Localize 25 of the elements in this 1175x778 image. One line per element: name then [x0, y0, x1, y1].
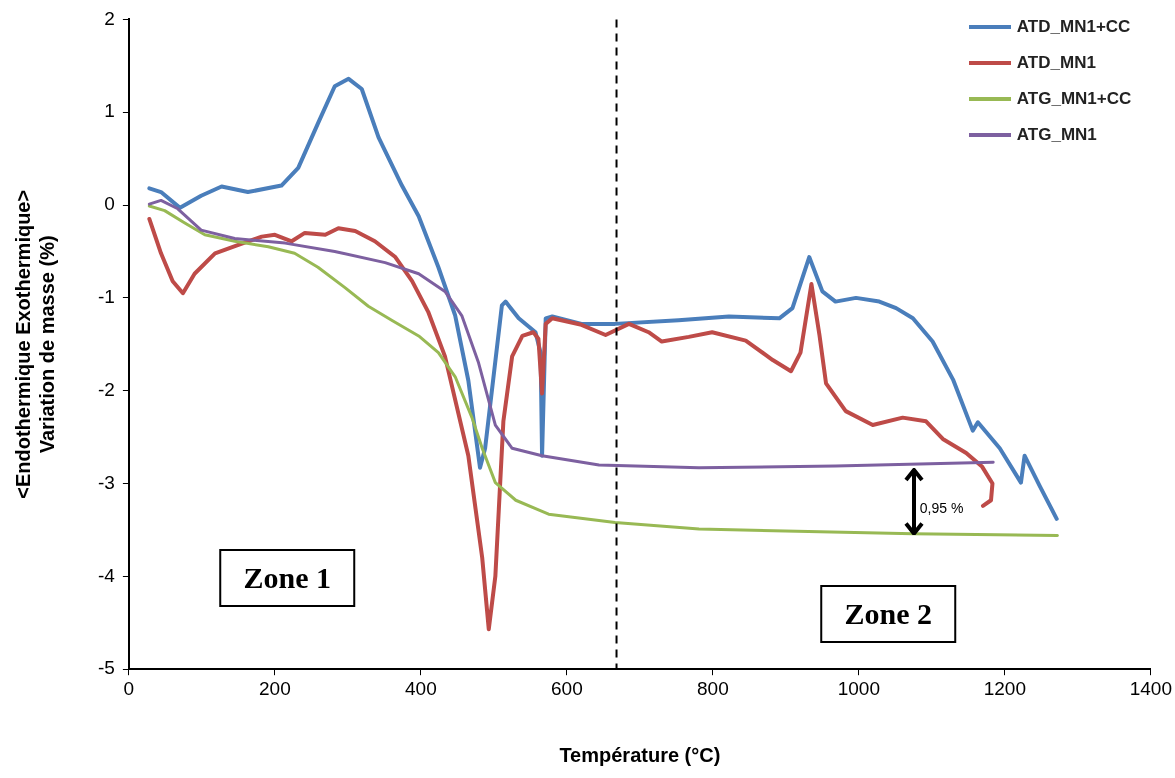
y-tick-label: -5 — [97, 657, 115, 679]
y-tick-label: 2 — [104, 7, 115, 29]
y-tick-label: -2 — [97, 378, 115, 400]
y-tick-label: -1 — [97, 286, 115, 308]
annotation: 0,95 % — [919, 499, 964, 516]
x-tick-label: 1200 — [983, 677, 1027, 699]
x-tick-label: 200 — [259, 677, 291, 699]
legend-label: ATD_MN1+CC — [1016, 17, 1131, 38]
y-tick-label: 1 — [104, 100, 115, 122]
y-tick-label: 0 — [104, 193, 115, 215]
x-axis-title: Température (°C) — [559, 743, 721, 766]
x-tick-label: 400 — [405, 677, 437, 699]
annotation: Zone 1 — [219, 549, 356, 608]
x-tick-label: 1400 — [1129, 677, 1173, 699]
x-tick-label: 600 — [551, 677, 583, 699]
x-tick-label: 1000 — [837, 677, 881, 699]
x-tick-label: 0 — [123, 677, 135, 699]
legend-label: ATG_MN1+CC — [1016, 89, 1132, 110]
x-tick-label: 800 — [697, 677, 729, 699]
legend-label: ATD_MN1 — [1016, 53, 1096, 74]
y-tick-label: -4 — [97, 564, 116, 586]
legend-label: ATG_MN1 — [1016, 125, 1097, 146]
y-tick-label: -3 — [97, 471, 115, 493]
y-axis-title: <Endothermique Exothermique> Variation de masse (%) — [11, 189, 58, 499]
annotation: Zone 2 — [820, 584, 956, 643]
